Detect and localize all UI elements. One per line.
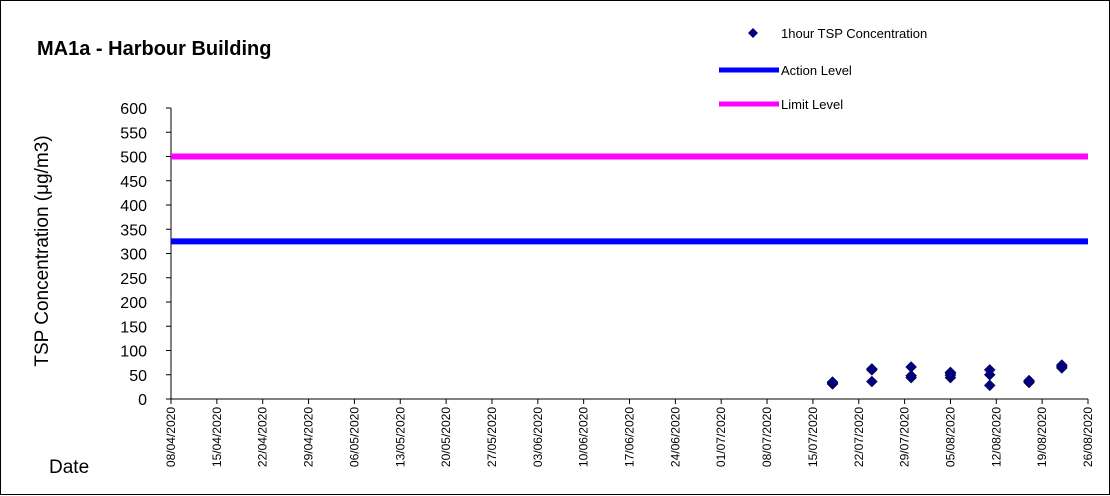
data-point <box>983 364 996 376</box>
data-point <box>826 376 839 388</box>
y-tick-label: 450 <box>120 174 147 191</box>
y-tick-label: 150 <box>120 319 147 336</box>
x-tick-label: 15/04/2020 <box>210 407 224 467</box>
y-tick-label: 350 <box>120 222 147 239</box>
x-tick-label: 03/06/2020 <box>531 407 545 467</box>
data-point <box>905 369 918 382</box>
x-tick-label: 15/07/2020 <box>806 407 820 467</box>
y-tick-label: 250 <box>120 271 147 288</box>
x-tick-label: 27/05/2020 <box>485 407 499 467</box>
plot-area: 0 50 100 150 200 250 300 350 400 450 500 550 600 08/0… <box>120 101 1095 467</box>
data-point <box>865 363 878 375</box>
legend-marker <box>748 28 758 38</box>
data-point <box>1055 359 1068 371</box>
x-tick-label: 29/07/2020 <box>898 407 912 467</box>
x-tick-label: 26/08/2020 <box>1081 407 1095 467</box>
chart-title: MA1a - Harbour Building <box>37 38 271 60</box>
y-tick-label: 200 <box>120 295 147 312</box>
y-tick-label: 50 <box>129 368 147 385</box>
legend-label: Limit Level <box>781 97 843 112</box>
y-tick-label: 600 <box>120 101 147 118</box>
x-tick-label: 06/05/2020 <box>347 407 361 467</box>
x-tick-label: 19/08/2020 <box>1035 407 1049 467</box>
x-tick-label: 29/04/2020 <box>302 407 316 467</box>
data-point <box>983 379 996 392</box>
y-tick-label: 400 <box>120 198 147 215</box>
data-point <box>865 375 878 388</box>
x-tick-label: 22/07/2020 <box>852 407 866 467</box>
data-point <box>1023 374 1035 387</box>
x-tick-label: 17/06/2020 <box>623 407 637 467</box>
y-tick-label: 300 <box>120 247 147 264</box>
y-tick-label: 550 <box>120 125 147 142</box>
y-axis-label: TSP Concentration (μg/m3) <box>32 135 53 366</box>
y-tick-label: 500 <box>120 150 147 167</box>
y-tick-label: 100 <box>120 344 147 361</box>
legend: 1hour TSP Concentration Action Level Limit… <box>719 26 927 112</box>
y-tick-label: 0 <box>138 392 147 409</box>
x-tick-label: 05/08/2020 <box>943 407 957 467</box>
x-tick-label: 12/08/2020 <box>989 407 1003 467</box>
x-tick-label: 20/05/2020 <box>439 407 453 467</box>
x-tick-label: 13/05/2020 <box>393 407 407 467</box>
x-tick-label: 08/07/2020 <box>760 407 774 467</box>
x-tick-label: 24/06/2020 <box>668 407 682 467</box>
data-point <box>905 361 918 373</box>
legend-label: Action Level <box>781 63 852 78</box>
x-tick-label: 08/04/2020 <box>164 407 178 467</box>
x-tick-label: 01/07/2020 <box>714 407 728 467</box>
legend-label: 1hour TSP Concentration <box>781 26 927 41</box>
data-point <box>944 366 957 379</box>
x-tick-label: 22/04/2020 <box>256 407 270 467</box>
x-axis-label: Date <box>49 457 89 478</box>
x-tick-label: 10/06/2020 <box>577 407 591 467</box>
